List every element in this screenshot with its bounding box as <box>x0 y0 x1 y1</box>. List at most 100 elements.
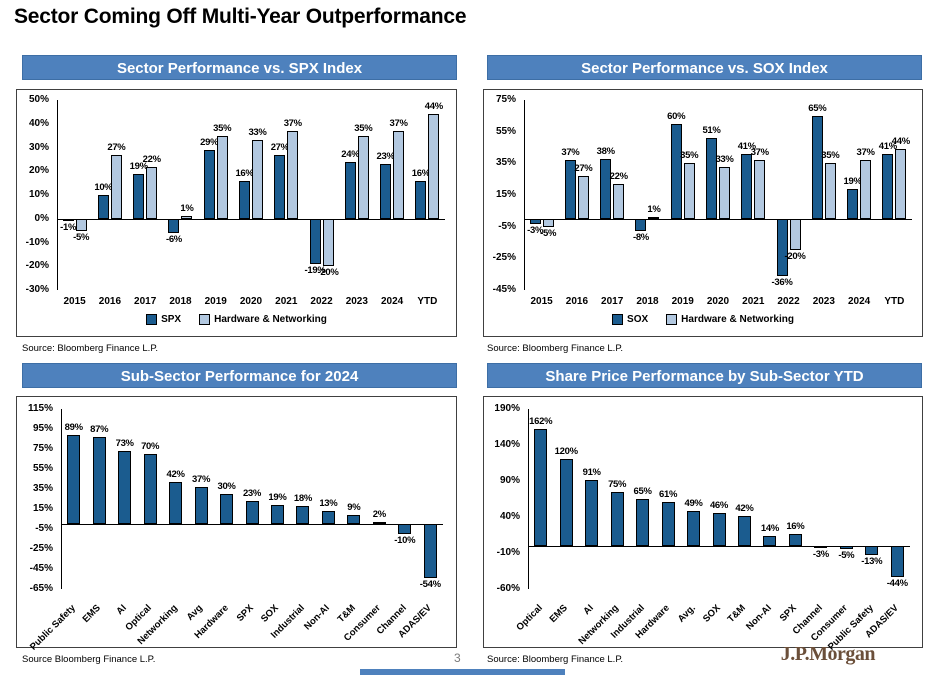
y-axis-tick-label: 190% <box>494 403 520 414</box>
x-axis-category-label: YTD <box>417 296 438 307</box>
bar <box>118 451 132 524</box>
bar <box>763 535 777 546</box>
bar <box>270 505 284 524</box>
bar-value-label: 9% <box>347 502 361 513</box>
bar-value-label: 27% <box>107 141 126 153</box>
chart-subsector-2024: 89% 87% 73% 70% 42% 37% 30% 23% 19% 18% 13% 9% 2% -10… <box>16 396 457 653</box>
bar-value-label: 27% <box>574 163 593 174</box>
y-axis-line <box>524 100 525 290</box>
bar <box>67 435 81 524</box>
bar <box>398 524 412 534</box>
y-axis-tick-label: -25% <box>492 252 516 264</box>
bar <box>296 506 310 524</box>
bar-spx <box>309 218 321 264</box>
bar <box>737 515 751 546</box>
legend-item: SOX <box>612 314 648 325</box>
bar-sox <box>706 138 717 219</box>
bar-hardware-networking <box>181 216 193 219</box>
y-axis-tick-label: 50% <box>28 94 49 105</box>
x-axis-category-label: 2023 <box>345 296 368 307</box>
bar-spx <box>133 173 145 219</box>
bar-value-label: 42% <box>166 469 185 480</box>
bar-value-label: 1% <box>647 204 661 216</box>
bar-value-label: -5% <box>73 231 90 243</box>
bar-value-label: 24% <box>341 148 360 160</box>
x-axis-category-label: 2020 <box>706 296 730 307</box>
legend-label: SPX <box>161 314 182 325</box>
bar-hardware-networking <box>824 163 836 219</box>
bar-value-label: 89% <box>64 422 83 433</box>
bar-value-label: 37% <box>283 117 302 129</box>
x-axis-category-label: 2017 <box>134 296 157 307</box>
bar-value-label: -19% <box>304 264 326 276</box>
legend-item: Hardware & Networking <box>666 314 794 325</box>
x-axis-line <box>528 545 910 547</box>
plot-area-subsector-2024: 89% 87% 73% 70% 42% 37% 30% 23% 19% 18% 13% 9% 2% -10… <box>61 409 443 590</box>
bar-value-label: 16% <box>411 167 430 179</box>
bar-hardware-networking <box>146 166 158 219</box>
bar-hardware-networking <box>357 135 369 219</box>
y-axis-tick-label: 10% <box>28 189 49 200</box>
y-axis-tick-label: -10% <box>25 236 49 248</box>
legend-label: SOX <box>627 314 649 325</box>
bar-value-label: 42% <box>735 502 754 514</box>
bar-sox <box>811 115 823 219</box>
bar-value-label: 75% <box>608 478 627 490</box>
y-axis-tick-label: 35% <box>32 483 53 494</box>
bar <box>661 501 675 546</box>
y-axis-tick-label: -10% <box>496 547 520 558</box>
bar-hardware-networking <box>895 149 907 219</box>
source-note-sox: Source: Bloomberg Finance L.P. <box>487 343 624 354</box>
y-axis-tick-label: 15% <box>495 189 516 200</box>
bar-value-label: 49% <box>684 497 703 509</box>
y-axis-tick-label: -30% <box>25 284 49 295</box>
chart-panel-sox: Sector Performance vs. SOX Index -3% 37% 3… <box>483 55 923 360</box>
bar-value-label: 37% <box>561 147 580 159</box>
x-axis-category-label: 2017 <box>601 296 624 307</box>
y-axis-tick-label: 75% <box>32 443 53 454</box>
y-axis-tick-label: -20% <box>25 260 49 272</box>
bar-value-label: 65% <box>633 486 652 497</box>
page-title: Sector Coming Off Multi-Year Outperforma… <box>14 5 467 28</box>
bar-value-label: 65% <box>808 102 827 114</box>
bar-value-label: 41% <box>878 140 897 152</box>
legend-swatch <box>146 314 158 325</box>
bar-value-label: 51% <box>702 125 721 136</box>
chart-panel-subsector-ytd: Share Price Performance by Sub-Sector YT… <box>483 363 923 668</box>
bar-value-label: 13% <box>319 498 338 509</box>
y-axis-tick-label: -45% <box>492 284 516 295</box>
y-axis-tick-label: 20% <box>28 165 49 177</box>
bar-hardware-networking <box>252 140 263 219</box>
bar-spx <box>97 195 109 219</box>
y-axis-tick-label: 40% <box>499 511 520 522</box>
x-axis-category-label: 2023 <box>812 296 835 307</box>
y-axis-tick-label: 90% <box>499 475 520 486</box>
x-axis-category-label: 2019 <box>671 296 694 307</box>
bar-value-label: -54% <box>419 579 441 590</box>
y-axis-tick-label: 115% <box>27 403 53 414</box>
bar-value-label: 37% <box>389 117 408 129</box>
bar-value-label: 27% <box>270 141 289 153</box>
bar-value-label: -5% <box>838 550 855 562</box>
bar-value-label: -5% <box>540 227 557 239</box>
bar-sox <box>529 218 541 224</box>
bar-value-label: -44% <box>886 578 908 590</box>
bar-value-label: 23% <box>376 151 395 163</box>
bar-value-label: -3% <box>812 548 829 560</box>
bar <box>865 545 879 556</box>
bar-value-label: 35% <box>213 122 232 134</box>
bar-value-label: 46% <box>709 499 729 511</box>
source-note-subsector-2024: Source Bloomberg Finance L.P. <box>22 654 156 665</box>
bar <box>890 545 904 578</box>
bar-value-label: 37% <box>750 147 769 159</box>
y-axis-tick-label: -65% <box>29 583 53 594</box>
x-axis-line <box>61 524 443 525</box>
y-axis-tick-label: -45% <box>29 563 53 574</box>
bar-value-label: 35% <box>821 150 840 162</box>
bar-hardware-networking <box>75 218 87 231</box>
legend-item: Hardware & Networking <box>199 314 327 325</box>
bar-value-label: 19% <box>129 160 148 172</box>
legend-swatch <box>612 314 624 325</box>
x-axis-category-label: 2015 <box>530 296 553 307</box>
